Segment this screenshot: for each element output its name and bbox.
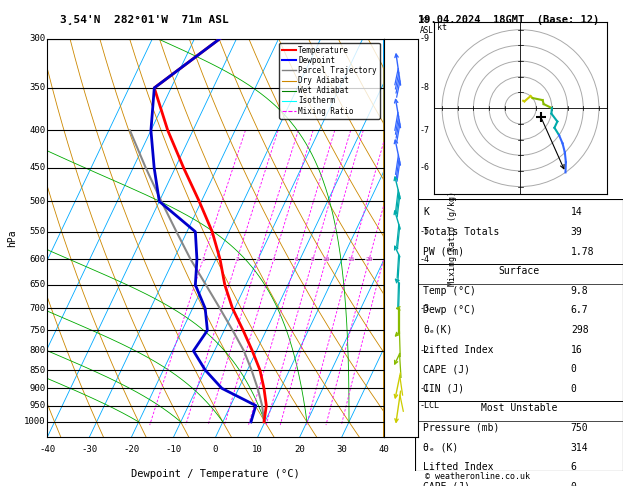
Text: 19.04.2024  18GMT  (Base: 12): 19.04.2024 18GMT (Base: 12) — [418, 15, 599, 25]
Text: 650: 650 — [30, 280, 45, 289]
Text: θₑ (K): θₑ (K) — [423, 443, 459, 452]
Text: 40: 40 — [378, 445, 389, 454]
Text: Surface: Surface — [498, 266, 540, 276]
Text: © weatheronline.co.uk: © weatheronline.co.uk — [425, 472, 530, 481]
Text: -3: -3 — [420, 304, 430, 313]
Text: 950: 950 — [30, 401, 45, 410]
Text: 39: 39 — [571, 227, 582, 237]
Text: 2: 2 — [235, 257, 239, 262]
Text: -LCL: -LCL — [420, 401, 440, 410]
Text: kt: kt — [437, 23, 447, 32]
Text: θₑ(K): θₑ(K) — [423, 325, 453, 335]
Text: 3: 3 — [256, 257, 260, 262]
Text: 850: 850 — [30, 365, 45, 375]
Text: CAPE (J): CAPE (J) — [423, 364, 470, 374]
Text: 0: 0 — [571, 364, 577, 374]
Text: CAPE (J): CAPE (J) — [423, 482, 470, 486]
Text: 6: 6 — [294, 257, 298, 262]
Text: 20: 20 — [365, 257, 373, 262]
Text: 20: 20 — [294, 445, 305, 454]
Text: 10: 10 — [252, 445, 263, 454]
Text: hPa: hPa — [8, 229, 18, 247]
Text: Most Unstable: Most Unstable — [481, 403, 557, 414]
Text: -20: -20 — [123, 445, 140, 454]
Text: 15: 15 — [347, 257, 355, 262]
Text: 1: 1 — [201, 257, 205, 262]
Text: km
ASL: km ASL — [420, 16, 434, 35]
Text: 1.78: 1.78 — [571, 246, 594, 257]
Text: 4: 4 — [272, 257, 276, 262]
Text: -1: -1 — [420, 384, 430, 393]
Text: 350: 350 — [30, 84, 45, 92]
Text: 14: 14 — [571, 208, 582, 217]
Text: -7: -7 — [420, 126, 430, 135]
Text: 700: 700 — [30, 304, 45, 313]
Text: 298: 298 — [571, 325, 589, 335]
Text: Dewpoint / Temperature (°C): Dewpoint / Temperature (°C) — [131, 469, 300, 479]
Text: 0: 0 — [571, 384, 577, 394]
Text: 0: 0 — [571, 482, 577, 486]
Text: Pressure (mb): Pressure (mb) — [423, 423, 500, 433]
Text: Temp (°C): Temp (°C) — [423, 286, 476, 296]
Text: 6: 6 — [571, 462, 577, 472]
Text: -2: -2 — [420, 347, 430, 355]
Text: -30: -30 — [81, 445, 97, 454]
Text: 30: 30 — [337, 445, 347, 454]
Text: -4: -4 — [420, 255, 430, 264]
Text: 9.8: 9.8 — [571, 286, 589, 296]
Legend: Temperature, Dewpoint, Parcel Trajectory, Dry Adiabat, Wet Adiabat, Isotherm, Mi: Temperature, Dewpoint, Parcel Trajectory… — [279, 43, 380, 119]
Text: 900: 900 — [30, 384, 45, 393]
Text: 3¸54'N  282°01'W  71m ASL: 3¸54'N 282°01'W 71m ASL — [60, 15, 228, 25]
Text: Dewp (°C): Dewp (°C) — [423, 305, 476, 315]
Text: 750: 750 — [30, 326, 45, 335]
Text: 6.7: 6.7 — [571, 305, 589, 315]
Text: 400: 400 — [30, 126, 45, 135]
Text: Lifted Index: Lifted Index — [423, 462, 494, 472]
Text: K: K — [423, 208, 430, 217]
Text: Mixing Ratio (g/kg): Mixing Ratio (g/kg) — [448, 191, 457, 286]
Text: CIN (J): CIN (J) — [423, 384, 465, 394]
Text: 10: 10 — [322, 257, 330, 262]
Text: -10: -10 — [165, 445, 181, 454]
Text: 500: 500 — [30, 197, 45, 206]
Text: 750: 750 — [571, 423, 589, 433]
Text: -8: -8 — [420, 84, 430, 92]
Text: 600: 600 — [30, 255, 45, 264]
Text: 16: 16 — [571, 345, 582, 355]
Text: -6: -6 — [420, 163, 430, 173]
Text: Totals Totals: Totals Totals — [423, 227, 500, 237]
Text: 0: 0 — [213, 445, 218, 454]
Text: PW (cm): PW (cm) — [423, 246, 465, 257]
Text: -5: -5 — [420, 227, 430, 236]
Text: Lifted Index: Lifted Index — [423, 345, 494, 355]
Text: 8: 8 — [311, 257, 314, 262]
Text: -9: -9 — [420, 35, 430, 43]
Text: 800: 800 — [30, 347, 45, 355]
Text: -40: -40 — [39, 445, 55, 454]
Text: 1000: 1000 — [24, 417, 45, 426]
Text: 550: 550 — [30, 227, 45, 236]
Text: 300: 300 — [30, 35, 45, 43]
Text: 450: 450 — [30, 163, 45, 173]
Text: 314: 314 — [571, 443, 589, 452]
